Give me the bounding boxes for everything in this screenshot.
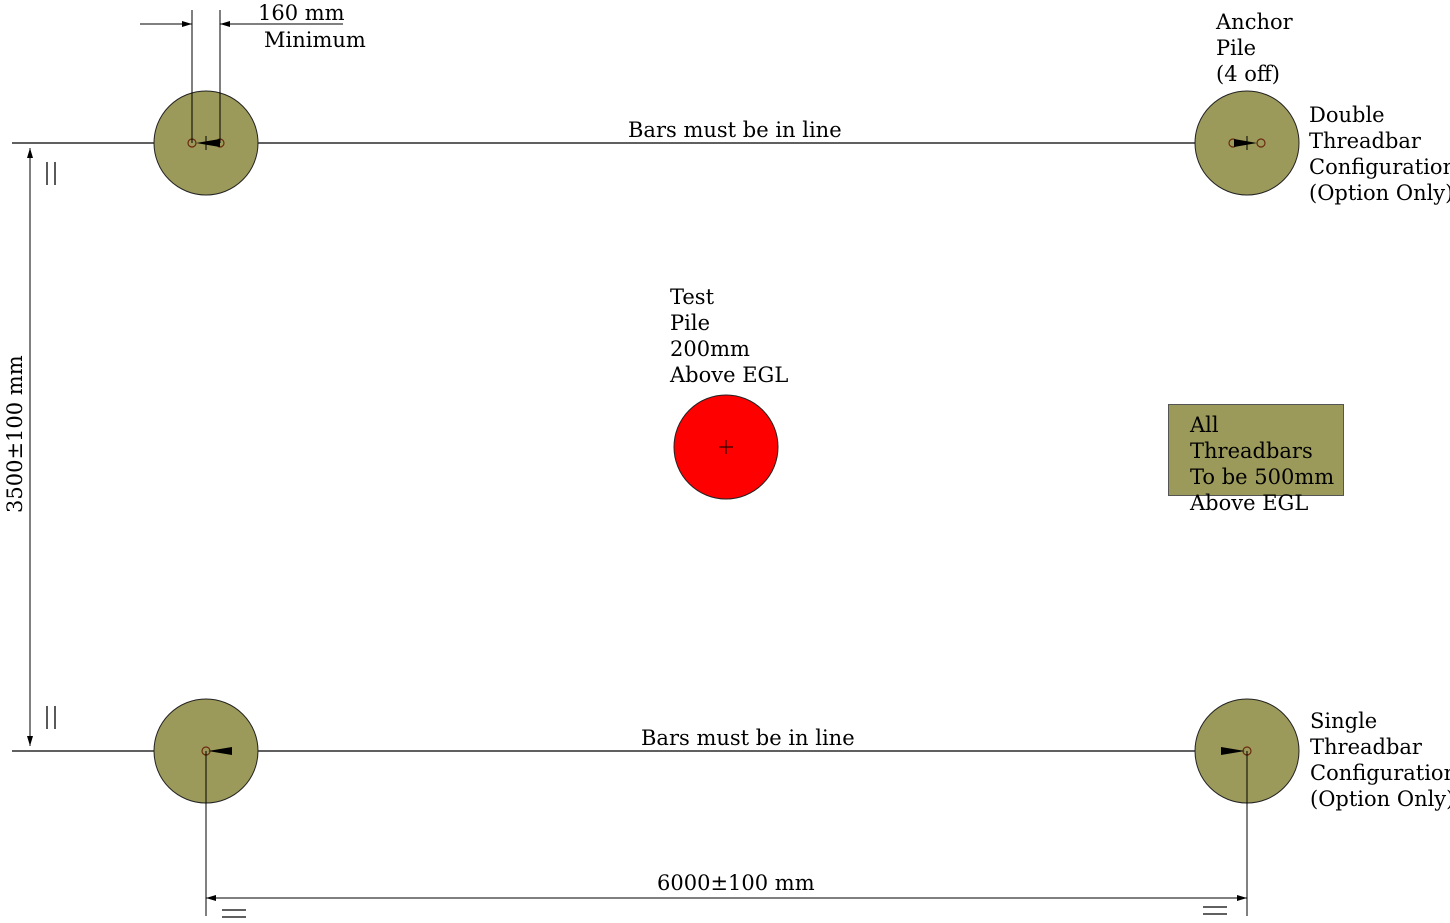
anchor-pile-line-2: Pile xyxy=(1216,36,1256,60)
single-config-line-3: Configuration xyxy=(1310,761,1450,785)
threadbar-height-note: All Threadbars To be 500mm Above EGL xyxy=(1168,404,1344,515)
spacing-dimension-label: 160 mm xyxy=(258,0,345,26)
test-pile-line-1: Test xyxy=(670,285,715,309)
bar-pointer xyxy=(196,139,220,147)
vertical-dimension-label: 3500±100 mm xyxy=(2,355,28,513)
double-config-line-4: (Option Only) xyxy=(1309,181,1450,205)
threadbar-note-line-1: All Threadbars xyxy=(1190,413,1313,463)
double-config-line-3: Configuration xyxy=(1309,155,1450,179)
bars-in-line-top-text: Bars must be in line xyxy=(628,118,842,142)
test-pile-line-2: Pile xyxy=(670,311,710,335)
bars-in-line-bottom-text: Bars must be in line xyxy=(641,726,855,750)
test-pile-label: Test Pile 200mm Above EGL xyxy=(670,284,788,388)
threadbar-note-line-2: To be 500mm xyxy=(1190,465,1335,489)
single-config-line-2: Threadbar xyxy=(1310,735,1422,759)
double-config-label: Double Threadbar Configuration (Option O… xyxy=(1309,102,1450,206)
vertical-dimension-text: 3500±100 mm xyxy=(3,355,27,513)
single-config-line-4: (Option Only) xyxy=(1310,787,1450,811)
spacing-minimum-label: Minimum xyxy=(264,27,366,53)
bars-in-line-bottom-label: Bars must be in line xyxy=(641,725,855,751)
horizontal-dimension-label: 6000±100 mm xyxy=(657,870,815,896)
bar-pointer xyxy=(208,747,232,755)
bars-in-line-top-label: Bars must be in line xyxy=(628,117,842,143)
spacing-minimum-text: Minimum xyxy=(264,28,366,52)
horizontal-dimension-text: 6000±100 mm xyxy=(657,871,815,895)
spacing-dimension-value: 160 mm xyxy=(258,1,345,25)
anchor-pile-label: Anchor Pile (4 off) xyxy=(1216,9,1293,87)
bar-pointer xyxy=(1234,139,1257,147)
test-pile-line-4: Above EGL xyxy=(670,363,789,387)
single-config-line-1: Single xyxy=(1310,709,1378,733)
anchor-pile-line-3: (4 off) xyxy=(1216,62,1280,86)
bar-pointer xyxy=(1221,747,1245,755)
threadbar-note-line-3: Above EGL xyxy=(1190,491,1309,515)
test-pile-line-3: 200mm xyxy=(670,337,750,361)
anchor-pile-line-1: Anchor xyxy=(1216,10,1293,34)
double-config-line-1: Double xyxy=(1309,103,1385,127)
single-config-label: Single Threadbar Configuration (Option O… xyxy=(1310,708,1450,812)
double-config-line-2: Threadbar xyxy=(1309,129,1421,153)
